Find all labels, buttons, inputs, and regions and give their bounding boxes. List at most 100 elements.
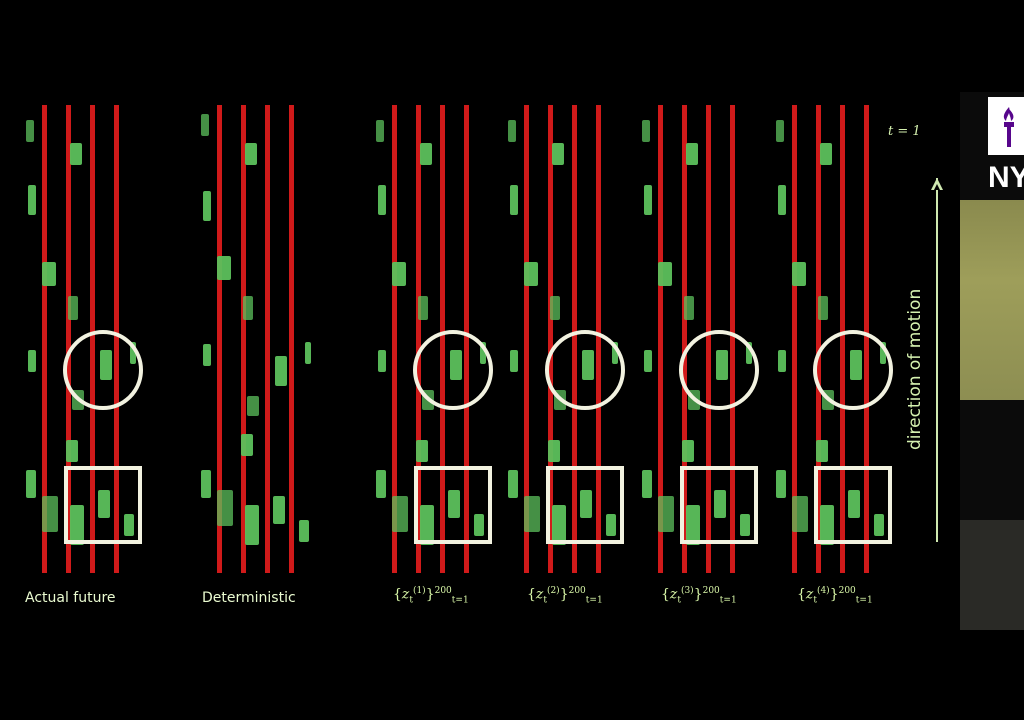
lane-line <box>265 105 270 573</box>
car <box>524 496 540 532</box>
car <box>510 185 518 215</box>
car <box>450 350 462 380</box>
panel-label-z1: {zt(1)}200t=1 <box>393 586 469 606</box>
car <box>26 470 36 498</box>
car <box>420 505 434 545</box>
car <box>792 496 808 532</box>
lane-line <box>114 105 119 573</box>
car <box>299 520 309 542</box>
car <box>686 505 700 545</box>
lane-line <box>66 105 71 573</box>
car <box>275 356 287 386</box>
car <box>682 440 694 462</box>
lane-line <box>42 105 47 573</box>
car <box>378 350 386 372</box>
car <box>508 120 516 142</box>
lane-line <box>730 105 735 573</box>
car <box>243 296 253 320</box>
car <box>448 490 460 518</box>
direction-of-motion-label: direction of motion <box>905 288 925 450</box>
car <box>686 143 698 165</box>
lane-line <box>840 105 845 573</box>
car <box>70 505 84 545</box>
car <box>550 296 560 320</box>
car <box>418 296 428 320</box>
side-logo-text: NY <box>988 161 1024 194</box>
car <box>245 143 257 165</box>
car <box>124 514 134 536</box>
lane-line <box>464 105 469 573</box>
car <box>776 120 784 142</box>
highlight-circle <box>813 330 893 410</box>
car <box>28 350 36 372</box>
lane-line <box>90 105 95 573</box>
car <box>98 490 110 518</box>
car <box>816 440 828 462</box>
car <box>818 296 828 320</box>
car <box>378 185 386 215</box>
car <box>552 143 564 165</box>
time-label: t = 1 <box>888 124 921 139</box>
side-video-lower-frame <box>960 520 1024 630</box>
lane-line <box>241 105 246 573</box>
car <box>201 114 209 136</box>
car <box>714 490 726 518</box>
car <box>644 185 652 215</box>
lane-line <box>572 105 577 573</box>
car <box>820 505 834 545</box>
motion-arrowhead-inner <box>934 184 940 190</box>
car <box>642 120 650 142</box>
panel-label-z3: {zt(3)}200t=1 <box>661 586 737 606</box>
car <box>28 185 36 215</box>
lane-line <box>682 105 687 573</box>
car <box>241 434 253 456</box>
torch-icon <box>1003 107 1014 147</box>
car <box>548 440 560 462</box>
car <box>392 262 406 286</box>
car <box>66 440 78 462</box>
lanes-canvas <box>26 105 893 573</box>
car <box>820 143 832 165</box>
car <box>848 490 860 518</box>
car <box>203 344 211 366</box>
lane-line <box>658 105 663 573</box>
car <box>26 120 34 142</box>
highlight-circle <box>413 330 493 410</box>
car <box>203 191 211 221</box>
car <box>580 490 592 518</box>
car <box>100 350 112 380</box>
highlight-box <box>814 466 892 544</box>
car <box>658 496 674 532</box>
car <box>850 350 862 380</box>
car <box>70 143 82 165</box>
highlight-box <box>680 466 758 544</box>
car <box>247 396 259 416</box>
car <box>524 262 538 286</box>
lane-line <box>792 105 797 573</box>
car <box>273 496 285 524</box>
lane-line <box>864 105 869 573</box>
car <box>217 490 233 526</box>
car <box>644 350 652 372</box>
lane-line <box>217 105 222 573</box>
lane-line <box>548 105 553 573</box>
highlight-circle <box>545 330 625 410</box>
car <box>582 350 594 380</box>
lane-line <box>392 105 397 573</box>
highlight-box <box>64 466 142 544</box>
car <box>508 470 518 498</box>
panel-label-z2: {zt(2)}200t=1 <box>527 586 603 606</box>
lane-line <box>416 105 421 573</box>
car <box>376 470 386 498</box>
car <box>392 496 408 532</box>
car <box>42 262 56 286</box>
car <box>68 296 78 320</box>
car <box>684 296 694 320</box>
highlight-box <box>546 466 624 544</box>
car <box>642 470 652 498</box>
car <box>778 350 786 372</box>
car <box>792 262 806 286</box>
lane-line <box>596 105 601 573</box>
lane-line <box>706 105 711 573</box>
